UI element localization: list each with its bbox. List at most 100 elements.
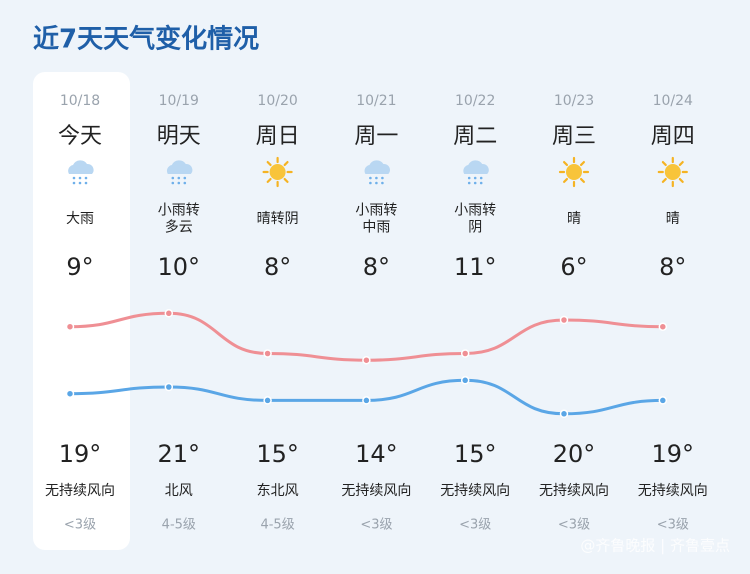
sun-disc xyxy=(269,164,286,180)
high-point xyxy=(460,349,470,358)
weekday: 周四 xyxy=(651,124,695,149)
date: 10/22 xyxy=(455,93,495,109)
rain-drop xyxy=(381,181,384,185)
sun-ray xyxy=(579,161,585,167)
rain-drop xyxy=(78,176,82,180)
rain-drop xyxy=(84,176,88,180)
rain-drop xyxy=(78,181,82,185)
rain-drop xyxy=(479,176,483,180)
weather: 阴 xyxy=(468,220,482,236)
high-point xyxy=(263,349,272,358)
low-point xyxy=(559,409,569,419)
cloud xyxy=(364,160,390,174)
rain-drop xyxy=(177,176,181,180)
wind: 无持续风向 xyxy=(539,482,609,499)
sun-ray xyxy=(661,177,667,183)
high-temp: 21° xyxy=(158,440,201,468)
weekday: 周一 xyxy=(354,124,398,149)
date: 10/23 xyxy=(554,93,594,109)
title: 近7天天气变化情况 xyxy=(33,24,259,55)
sun-icon xyxy=(558,156,590,188)
high-temp: 15° xyxy=(256,440,299,468)
rain-drop xyxy=(381,176,384,180)
rain-drop xyxy=(479,181,483,185)
weather: 晴 xyxy=(567,211,581,227)
low-temp: 10° xyxy=(158,253,201,281)
weather: 小雨转 xyxy=(158,203,200,219)
today-card xyxy=(33,72,130,550)
low-point xyxy=(362,396,371,405)
wind: 北风 xyxy=(165,483,193,499)
sun-ray xyxy=(661,161,667,167)
rain-drop xyxy=(375,176,378,180)
high-point xyxy=(362,355,371,365)
high-point xyxy=(658,322,668,331)
rain-drop xyxy=(467,176,471,180)
wind-level: 4-5级 xyxy=(260,518,294,533)
wind: 无持续风向 xyxy=(341,482,411,499)
date: 10/20 xyxy=(257,93,297,109)
low-point xyxy=(263,396,272,405)
high-temp: 20° xyxy=(553,440,596,468)
wind-level: <3级 xyxy=(64,518,96,533)
wind-level: <3级 xyxy=(657,518,689,533)
weather: 小雨转 xyxy=(454,203,496,219)
rain-drop xyxy=(84,181,88,185)
low-point xyxy=(164,382,174,392)
date: 10/19 xyxy=(159,93,199,109)
low-temp: 9° xyxy=(66,253,93,281)
cloud xyxy=(463,160,489,174)
date: 10/18 xyxy=(60,93,100,109)
high-point xyxy=(559,315,569,325)
low-temp: 11° xyxy=(454,253,497,281)
low-temp: 8° xyxy=(363,253,390,281)
rain-drop xyxy=(375,181,378,185)
sun-ray xyxy=(563,177,569,183)
sun-ray xyxy=(678,161,684,167)
weather: 晴转阴 xyxy=(257,211,299,227)
sun-ray xyxy=(283,161,289,167)
weekday: 周三 xyxy=(552,124,596,149)
wind: 无持续风向 xyxy=(440,482,510,499)
wind: 无持续风向 xyxy=(45,482,115,499)
rain-drop xyxy=(183,176,187,180)
rain-drop xyxy=(171,181,175,185)
high-point xyxy=(164,309,174,318)
weather: 中雨 xyxy=(362,220,390,236)
sun-icon xyxy=(657,156,688,188)
low-temp: 6° xyxy=(560,253,587,281)
high-temp: 19° xyxy=(652,440,695,468)
rain-drop xyxy=(183,181,187,185)
sun-icon xyxy=(262,156,293,188)
sun-ray xyxy=(678,177,684,183)
rain-icon xyxy=(463,160,489,185)
date: 10/21 xyxy=(356,93,396,109)
wind-level: <3级 xyxy=(459,518,491,533)
rain-icon xyxy=(68,160,94,185)
watermark: @齐鲁晚报 | 齐鲁壹点 xyxy=(580,537,730,555)
high-temp: 19° xyxy=(59,440,102,468)
weather: 大雨 xyxy=(66,211,94,227)
low-point xyxy=(658,396,668,405)
sun-ray xyxy=(283,177,289,183)
rain-drop xyxy=(467,181,471,185)
cloud xyxy=(166,160,193,174)
high-temp: 14° xyxy=(355,440,398,468)
rain-drop xyxy=(369,176,372,180)
sun-ray xyxy=(266,177,272,183)
low-temp: 8° xyxy=(264,253,291,281)
date: 10/24 xyxy=(653,93,693,109)
wind: 无持续风向 xyxy=(638,482,708,499)
rain-drop xyxy=(473,176,477,180)
weekday: 周日 xyxy=(256,124,300,149)
sun-disc xyxy=(566,164,582,180)
weekday: 明天 xyxy=(157,124,201,149)
cloud xyxy=(68,160,94,174)
high-temp: 15° xyxy=(454,440,497,468)
sun-disc xyxy=(664,164,681,180)
low-point xyxy=(65,389,75,398)
rain-drop xyxy=(171,176,175,180)
low-point xyxy=(460,376,470,385)
rain-drop xyxy=(72,181,76,185)
